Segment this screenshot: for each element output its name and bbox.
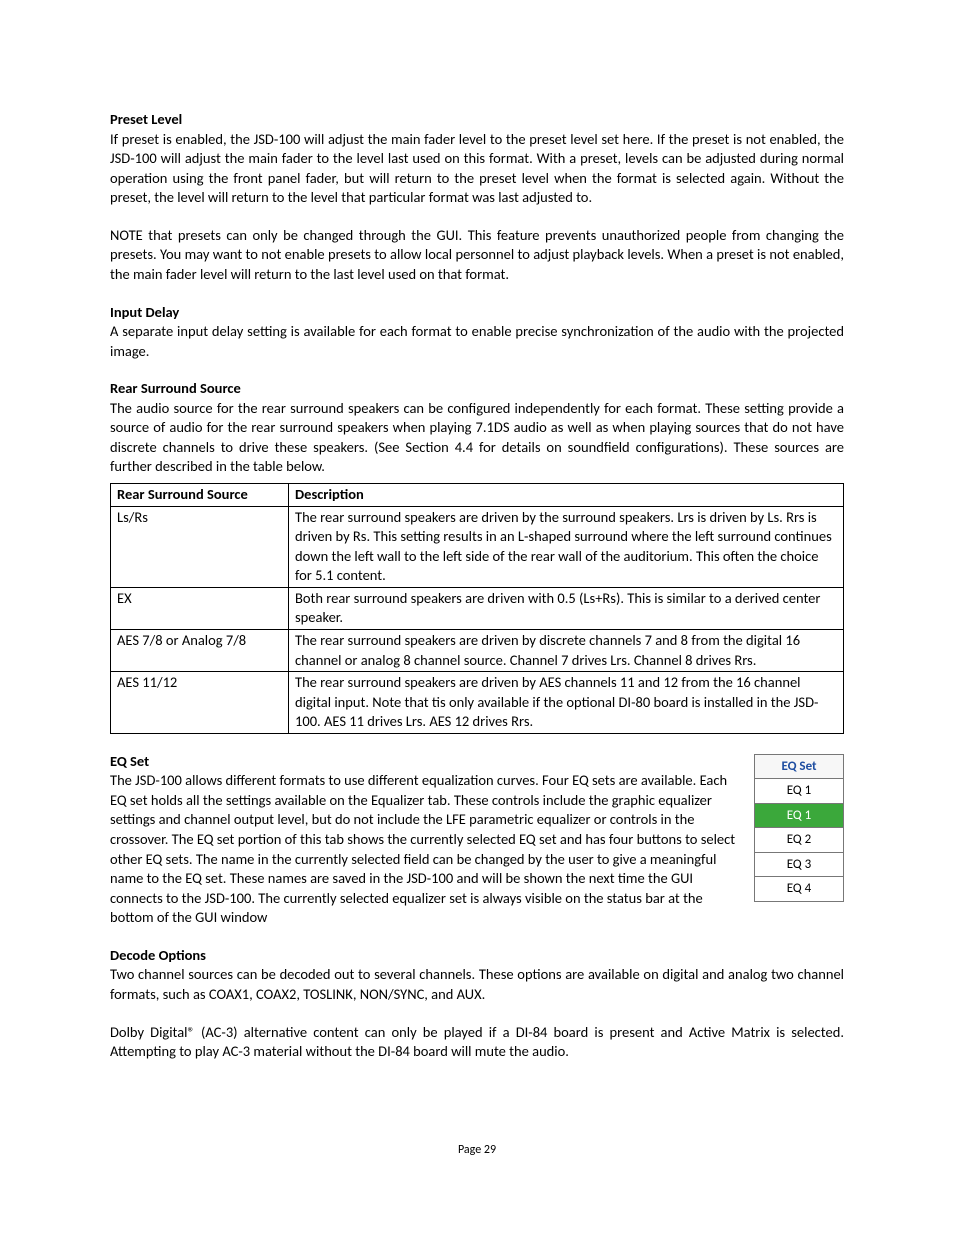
rear-surround-heading: Rear Surround Source: [110, 379, 241, 397]
eq-set-block: EQ Set EQ 1 EQ 1 EQ 2 EQ 3 EQ 4 EQ Set T…: [110, 752, 844, 946]
preset-level-heading: Preset Level: [110, 110, 182, 128]
rear-surround-table: Rear Surround Source Description Ls/Rs T…: [110, 483, 844, 734]
preset-level-p1: If preset is enabled, the JSD-100 will a…: [110, 130, 844, 207]
table-row: AES 11/12 The rear surround speakers are…: [111, 672, 844, 734]
eq-option-4[interactable]: EQ 4: [755, 877, 844, 902]
eq-set-p1: The JSD-100 allows different formats to …: [110, 771, 735, 926]
page-number: Page 29: [110, 1142, 844, 1158]
table-cell: AES 7/8 or Analog 7/8: [111, 629, 289, 671]
eq-set-widget: EQ Set EQ 1 EQ 1 EQ 2 EQ 3 EQ 4: [754, 754, 844, 902]
table-cell: Both rear surround speakers are driven w…: [289, 587, 844, 629]
table-header-source: Rear Surround Source: [111, 484, 289, 507]
preset-level-block: Preset Level If preset is enabled, the J…: [110, 110, 844, 208]
table-cell: The rear surround speakers are driven by…: [289, 629, 844, 671]
decode-options-heading: Decode Options: [110, 946, 206, 964]
eq-set-heading: EQ Set: [110, 752, 149, 770]
table-cell: The rear surround speakers are driven by…: [289, 672, 844, 734]
input-delay-p1: A separate input delay setting is availa…: [110, 322, 844, 360]
input-delay-heading: Input Delay: [110, 303, 179, 321]
table-cell: The rear surround speakers are driven by…: [289, 506, 844, 587]
rear-surround-block: Rear Surround Source The audio source fo…: [110, 379, 844, 477]
eq-widget-header: EQ Set: [755, 754, 844, 779]
table-row: Ls/Rs The rear surround speakers are dri…: [111, 506, 844, 587]
rear-surround-p1: The audio source for the rear surround s…: [110, 399, 844, 476]
table-cell: EX: [111, 587, 289, 629]
eq-option-3[interactable]: EQ 3: [755, 852, 844, 877]
table-cell: AES 11/12: [111, 672, 289, 734]
input-delay-block: Input Delay A separate input delay setti…: [110, 303, 844, 362]
decode-options-p1: Two channel sources can be decoded out t…: [110, 965, 844, 1003]
table-header-row: Rear Surround Source Description: [111, 484, 844, 507]
decode-options-p2: Dolby Digital® (AC-3) alternative conten…: [110, 1023, 844, 1062]
table-row: AES 7/8 or Analog 7/8 The rear surround …: [111, 629, 844, 671]
table-header-description: Description: [289, 484, 844, 507]
eq-option-1[interactable]: EQ 1: [755, 803, 844, 828]
eq-set-text: EQ Set The JSD-100 allows different form…: [110, 752, 844, 928]
eq-option-2[interactable]: EQ 2: [755, 828, 844, 853]
table-row: EX Both rear surround speakers are drive…: [111, 587, 844, 629]
preset-level-p2: NOTE that presets can only be changed th…: [110, 226, 844, 285]
decode-options-block: Decode Options Two channel sources can b…: [110, 946, 844, 1005]
table-cell: Ls/Rs: [111, 506, 289, 587]
eq-current-field[interactable]: EQ 1: [755, 779, 844, 804]
